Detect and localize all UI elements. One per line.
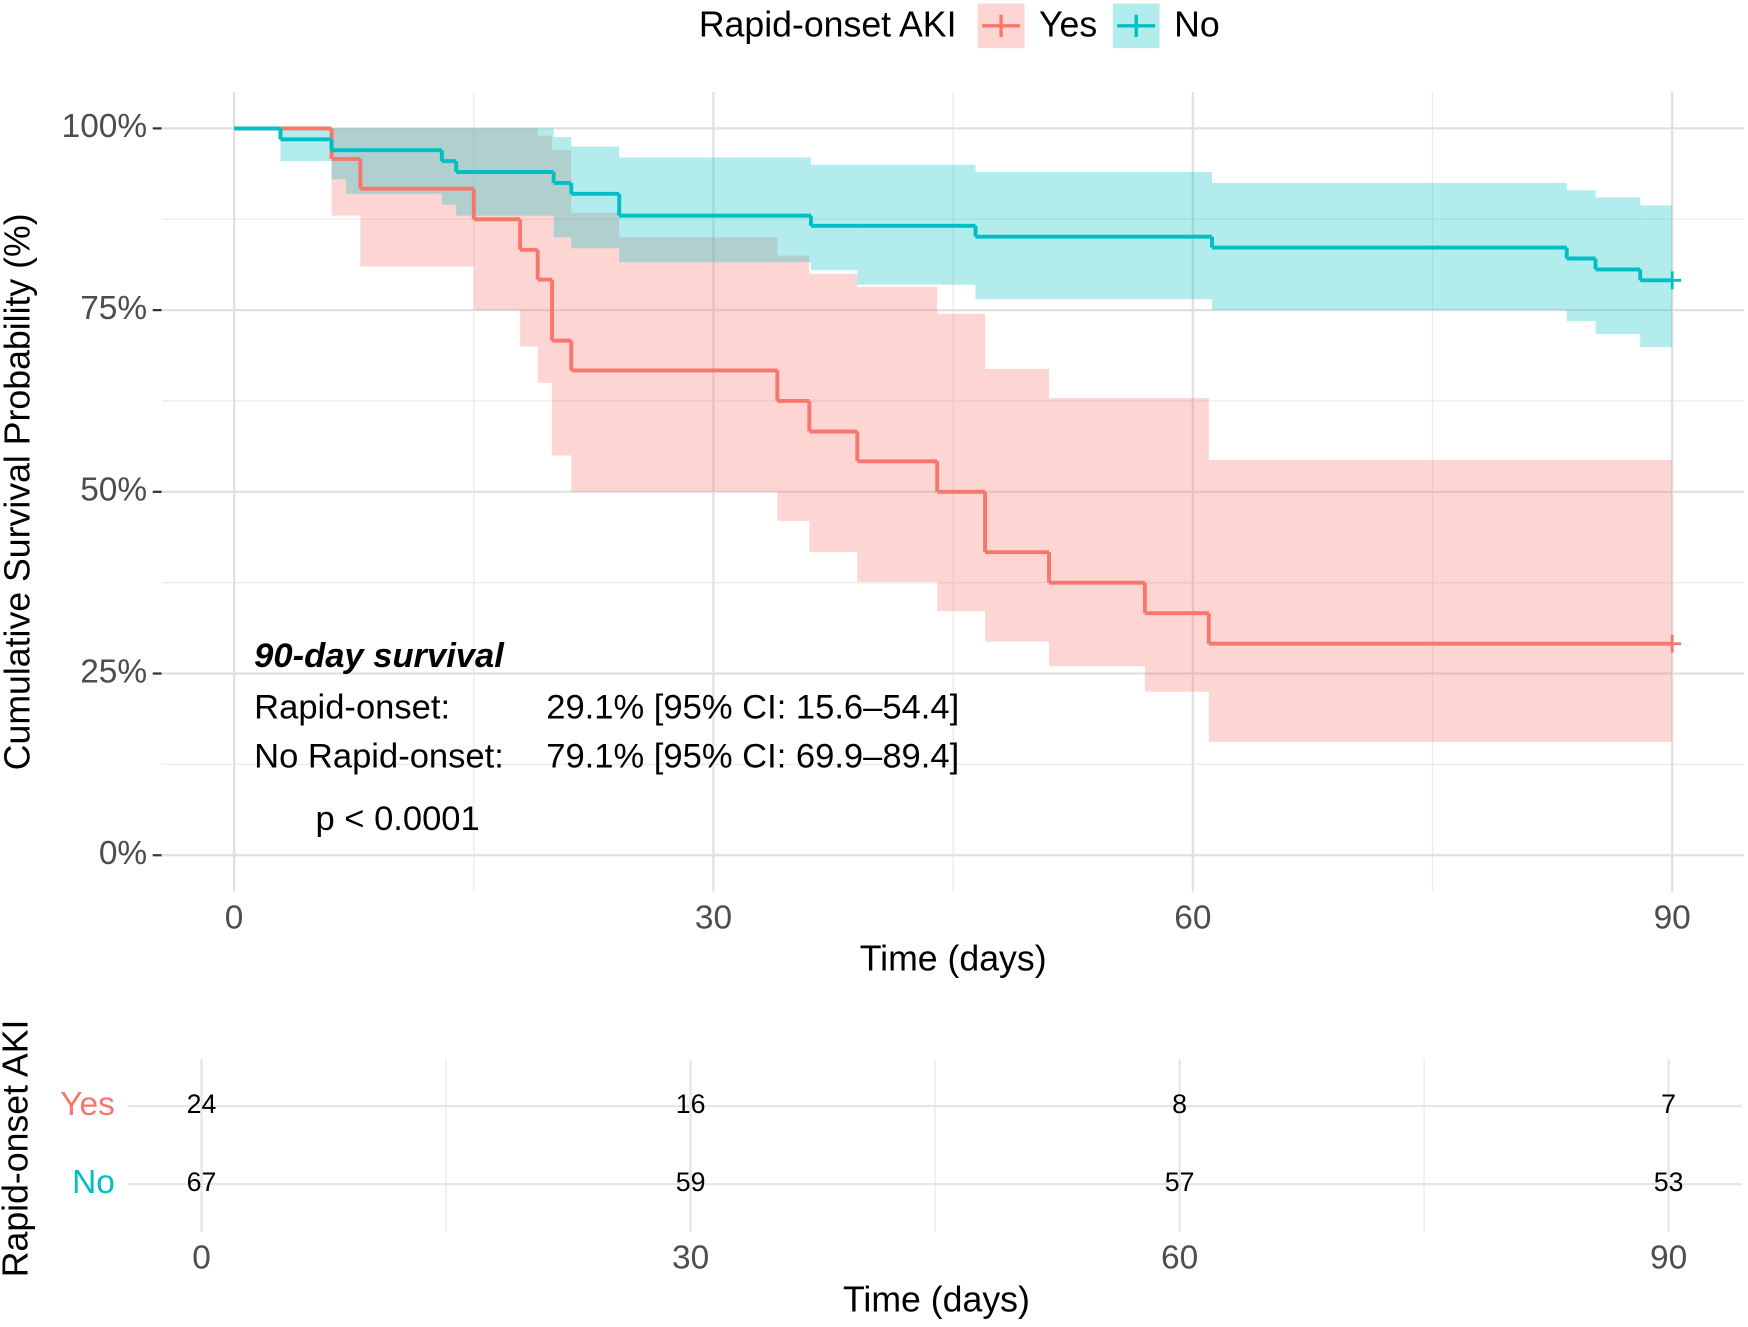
at-risk-count: 7 <box>1661 1089 1676 1119</box>
y-tick-label: 0% <box>99 835 147 872</box>
ci-band <box>537 135 553 383</box>
legend-key <box>1117 14 1156 37</box>
ci-band <box>552 150 572 456</box>
ci-band <box>619 237 778 492</box>
ci-band <box>985 368 1050 642</box>
annotation-value: 29.1% [95% CI: 15.6–54.4] <box>546 688 959 726</box>
y-tick-label: 75% <box>80 290 147 327</box>
y-tick-label: 50% <box>80 472 147 509</box>
row-label: Yes <box>60 1086 115 1123</box>
x-axis-title: Time (days) <box>860 939 1047 979</box>
censor-mark <box>1663 634 1682 653</box>
ci-band <box>571 212 620 492</box>
ci-band <box>1049 398 1145 667</box>
at-risk-count: 24 <box>187 1089 217 1119</box>
at-risk-count: 16 <box>676 1089 706 1119</box>
ci-band <box>857 286 938 582</box>
y-tick-label: 25% <box>80 653 147 690</box>
ci-band <box>937 313 986 612</box>
at-risk-count: 67 <box>187 1167 217 1197</box>
legend-label: No <box>1174 4 1220 44</box>
ci-band <box>441 128 457 205</box>
ci-band <box>1208 459 1673 742</box>
ci-band <box>810 164 858 271</box>
ci-band <box>571 146 620 249</box>
legend-label: Yes <box>1039 4 1097 44</box>
x-tick-label: 0 <box>225 900 244 937</box>
ci-band <box>1640 205 1673 348</box>
ci-band <box>331 128 361 216</box>
y-tick-label: 100% <box>62 108 148 145</box>
ci-band <box>777 255 810 521</box>
ci-band <box>331 128 346 180</box>
ci-band <box>520 128 538 347</box>
at-risk-count: 59 <box>676 1167 706 1197</box>
x-axis-title: Time (days) <box>843 1280 1030 1320</box>
ci-band <box>1566 190 1596 322</box>
ci-band <box>1595 197 1641 335</box>
censor-mark <box>1663 271 1682 290</box>
ci-band <box>280 128 332 162</box>
y-axis-title: Cumulative Survival Probability (%) <box>0 213 37 770</box>
annotation-label: No Rapid-onset: <box>254 737 504 775</box>
annotation-value: 79.1% [95% CI: 69.9–89.4] <box>546 737 959 775</box>
annotation-title: 90-day survival <box>254 637 505 675</box>
p-value: p < 0.0001 <box>315 800 479 838</box>
at-risk-count: 57 <box>1165 1167 1195 1197</box>
row-label: No <box>72 1164 115 1201</box>
x-tick-label: 30 <box>695 900 732 937</box>
x-tick-label: 30 <box>672 1240 709 1277</box>
legend-key <box>982 14 1021 37</box>
annotation-label: Rapid-onset: <box>254 688 450 726</box>
at-risk-count: 8 <box>1172 1089 1187 1119</box>
x-tick-label: 90 <box>1650 1240 1687 1277</box>
y-axis-title: Rapid-onset AKI <box>0 1020 35 1278</box>
x-tick-label: 60 <box>1161 1240 1198 1277</box>
ci-band <box>1144 398 1209 692</box>
legend-title: Rapid-onset AKI <box>699 4 957 44</box>
ci-band <box>553 137 572 238</box>
at-risk-count: 53 <box>1654 1167 1684 1197</box>
ci-band <box>809 273 858 553</box>
ci-band <box>619 157 811 263</box>
x-tick-label: 60 <box>1174 900 1211 937</box>
x-tick-label: 0 <box>192 1240 211 1277</box>
x-tick-label: 90 <box>1654 900 1691 937</box>
